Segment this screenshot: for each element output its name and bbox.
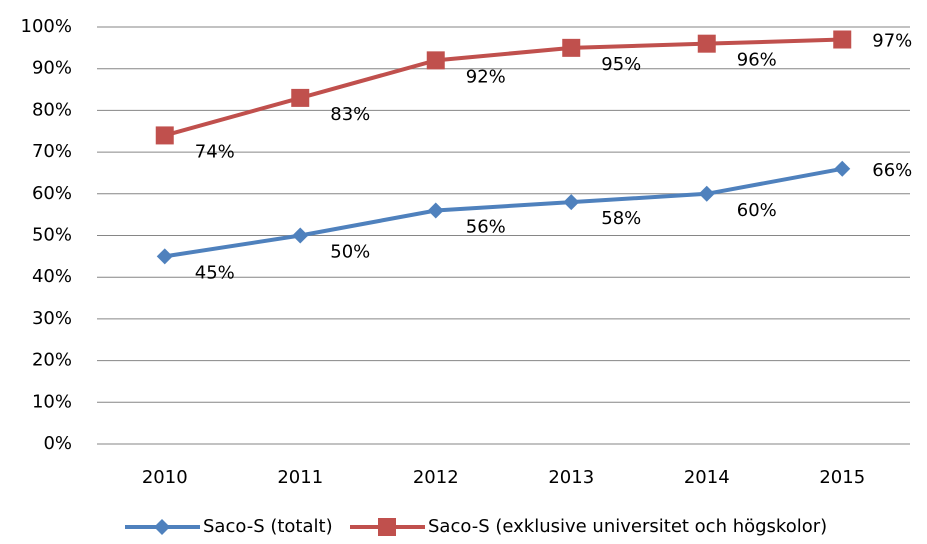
data-label: 83%: [330, 104, 370, 125]
marker: [834, 160, 851, 177]
legend-marker: [378, 518, 396, 536]
x-tick-label: 2014: [684, 467, 730, 488]
y-tick-label: 100%: [21, 16, 72, 37]
y-tick-label: 90%: [32, 58, 72, 79]
data-label: 45%: [195, 262, 235, 283]
y-tick-label: 40%: [32, 266, 72, 287]
data-label: 92%: [466, 66, 506, 87]
data-label: 56%: [466, 216, 506, 237]
x-tick-label: 2013: [548, 467, 594, 488]
y-tick-label: 30%: [32, 308, 72, 329]
x-tick-label: 2012: [413, 467, 459, 488]
x-tick-label: 2010: [142, 467, 188, 488]
data-label: 60%: [737, 200, 777, 221]
marker: [426, 51, 445, 70]
y-tick-label: 70%: [32, 141, 72, 162]
marker: [292, 227, 309, 244]
x-tick-label: 2015: [819, 467, 865, 488]
marker: [427, 202, 444, 219]
legend-label: Saco-S (totalt): [203, 516, 333, 537]
y-tick-label: 20%: [32, 350, 72, 371]
data-label: 58%: [601, 208, 641, 229]
series-line: [164, 37, 843, 138]
marker: [562, 38, 581, 57]
y-tick-label: 80%: [32, 99, 72, 120]
series-line: [164, 166, 843, 259]
x-tick-label: 2011: [277, 467, 323, 488]
data-label: 50%: [330, 242, 370, 263]
marker: [156, 248, 173, 265]
marker: [563, 194, 580, 211]
marker: [291, 88, 310, 107]
data-label: 97%: [872, 31, 912, 52]
data-label: 74%: [195, 141, 235, 162]
y-tick-label: 10%: [32, 391, 72, 412]
data-label: 96%: [737, 50, 777, 71]
legend-marker: [154, 519, 170, 535]
y-tick-label: 60%: [32, 183, 72, 204]
marker: [833, 30, 852, 49]
y-tick-label: 0%: [43, 433, 72, 454]
marker: [697, 34, 716, 53]
y-tick-label: 50%: [32, 225, 72, 246]
data-label: 95%: [601, 54, 641, 75]
legend-label: Saco-S (exklusive universitet och högsko…: [428, 516, 827, 537]
marker: [155, 126, 174, 145]
marker: [698, 185, 715, 202]
data-label: 66%: [872, 160, 912, 181]
